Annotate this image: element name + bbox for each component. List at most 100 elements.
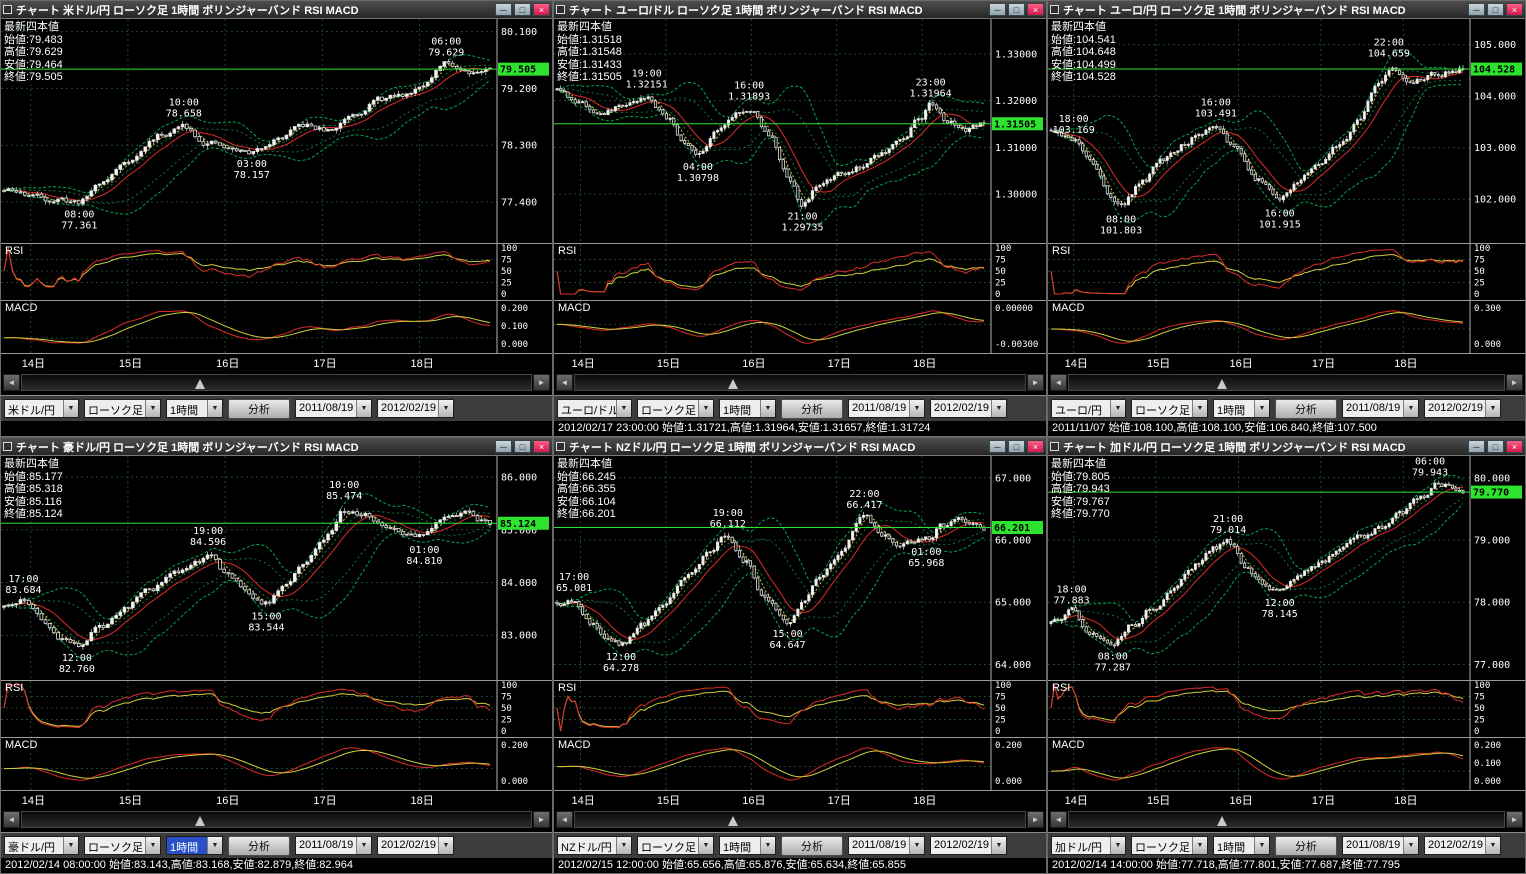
scrollbar-track[interactable] <box>574 374 1026 391</box>
scrollbar-track[interactable] <box>1068 374 1505 391</box>
interval-select[interactable]: 1時間 ▼ <box>1213 836 1270 855</box>
chart-scrollbar[interactable]: ◄ ► <box>1050 374 1523 391</box>
maximize-button[interactable]: □ <box>514 3 531 16</box>
analyze-button[interactable]: 分析 <box>228 398 290 419</box>
interval-select[interactable]: 1時間 ▼ <box>1213 399 1270 418</box>
scroll-left-button[interactable]: ◄ <box>556 374 573 391</box>
dropdown-arrow-icon[interactable]: ▼ <box>909 837 924 854</box>
window-titlebar[interactable]: チャート ユーロ/ドル ローソク足 1時間 ボリンジャーバンド RSI MACD… <box>554 1 1046 18</box>
dropdown-arrow-icon[interactable]: ▼ <box>63 400 78 417</box>
dropdown-arrow-icon[interactable]: ▼ <box>760 400 775 417</box>
dropdown-arrow-icon[interactable]: ▼ <box>145 400 160 417</box>
dropdown-arrow-icon[interactable]: ▼ <box>616 837 631 854</box>
window-titlebar[interactable]: チャート 加ドル/円 ローソク足 1時間 ボリンジャーバンド RSI MACD … <box>1048 438 1525 455</box>
date-from-select[interactable]: 2011/08/19 ▼ <box>848 399 925 418</box>
scrollbar-track[interactable] <box>21 811 532 828</box>
minimize-button[interactable]: ─ <box>989 3 1006 16</box>
window-titlebar[interactable]: チャート 米ドル/円 ローソク足 1時間 ボリンジャーバンド RSI MACD … <box>1 1 552 18</box>
dropdown-arrow-icon[interactable]: ▼ <box>145 837 160 854</box>
price-chart[interactable]: 67.000 66.000 65.000 64.000 66.201 17:00 65.08… <box>554 455 1046 680</box>
scrollbar-track[interactable] <box>21 374 532 391</box>
analyze-button[interactable]: 分析 <box>781 398 843 419</box>
minimize-button[interactable]: ─ <box>495 440 512 453</box>
price-chart[interactable]: 86.000 85.000 84.000 83.000 85.124 17:00 83.68… <box>1 455 552 680</box>
dropdown-arrow-icon[interactable]: ▼ <box>1192 400 1207 417</box>
scroll-right-button[interactable]: ► <box>1506 811 1523 828</box>
date-to-select[interactable]: 2012/02/19 ▼ <box>1424 399 1501 418</box>
maximize-button[interactable]: □ <box>1008 3 1025 16</box>
chart-type-select[interactable]: ローソク足 ▼ <box>84 399 161 418</box>
chart-type-select[interactable]: ローソク足 ▼ <box>1131 836 1208 855</box>
analyze-button[interactable]: 分析 <box>781 835 843 856</box>
close-button[interactable]: × <box>1506 440 1523 453</box>
pair-select[interactable]: NZドル/円 ▼ <box>557 836 632 855</box>
date-from-select[interactable]: 2011/08/19 ▼ <box>295 836 372 855</box>
pair-select[interactable]: ユーロ/円 ▼ <box>1051 399 1126 418</box>
dropdown-arrow-icon[interactable]: ▼ <box>63 837 78 854</box>
chart-type-select[interactable]: ローソク足 ▼ <box>637 836 714 855</box>
maximize-button[interactable]: □ <box>1008 440 1025 453</box>
dropdown-arrow-icon[interactable]: ▼ <box>1403 837 1418 854</box>
date-to-select[interactable]: 2012/02/19 ▼ <box>1424 836 1501 855</box>
date-to-select[interactable]: 2012/02/19 ▼ <box>930 836 1007 855</box>
scrollbar-thumb[interactable] <box>1216 379 1227 389</box>
close-button[interactable]: × <box>1027 3 1044 16</box>
scroll-right-button[interactable]: ► <box>1506 374 1523 391</box>
scroll-left-button[interactable]: ◄ <box>556 811 573 828</box>
dropdown-arrow-icon[interactable]: ▼ <box>698 400 713 417</box>
maximize-button[interactable]: □ <box>514 440 531 453</box>
date-from-select[interactable]: 2011/08/19 ▼ <box>1342 836 1419 855</box>
maximize-button[interactable]: □ <box>1487 440 1504 453</box>
dropdown-arrow-icon[interactable]: ▼ <box>207 400 222 417</box>
close-button[interactable]: × <box>1506 3 1523 16</box>
scrollbar-thumb[interactable] <box>728 816 738 826</box>
chart-type-select[interactable]: ローソク足 ▼ <box>84 836 161 855</box>
dropdown-arrow-icon[interactable]: ▼ <box>760 837 775 854</box>
scroll-right-button[interactable]: ► <box>533 811 550 828</box>
window-titlebar[interactable]: チャート ユーロ/円 ローソク足 1時間 ボリンジャーバンド RSI MACD … <box>1048 1 1525 18</box>
chart-scrollbar[interactable]: ◄ ► <box>3 374 550 391</box>
price-chart[interactable]: 80.100 79.200 78.300 77.400 79.505 08:00 77.36… <box>1 18 552 243</box>
dropdown-arrow-icon[interactable]: ▼ <box>1192 837 1207 854</box>
maximize-button[interactable]: □ <box>1487 3 1504 16</box>
interval-select[interactable]: 1時間 ▼ <box>719 399 776 418</box>
dropdown-arrow-icon[interactable]: ▼ <box>1254 400 1269 417</box>
scrollbar-thumb[interactable] <box>1216 816 1227 826</box>
window-titlebar[interactable]: チャート NZドル/円 ローソク足 1時間 ボリンジャーバンド RSI MACD… <box>554 438 1046 455</box>
chart-scrollbar[interactable]: ◄ ► <box>556 811 1044 828</box>
dropdown-arrow-icon[interactable]: ▼ <box>1110 837 1125 854</box>
price-chart[interactable]: 105.000 104.000 103.000 102.000 104.528 18:00… <box>1048 18 1525 243</box>
scroll-left-button[interactable]: ◄ <box>1050 374 1067 391</box>
dropdown-arrow-icon[interactable]: ▼ <box>207 837 222 854</box>
close-button[interactable]: × <box>1027 440 1044 453</box>
dropdown-arrow-icon[interactable]: ▼ <box>1403 400 1418 417</box>
dropdown-arrow-icon[interactable]: ▼ <box>1254 837 1269 854</box>
dropdown-arrow-icon[interactable]: ▼ <box>616 400 631 417</box>
analyze-button[interactable]: 分析 <box>1275 398 1337 419</box>
close-button[interactable]: × <box>533 3 550 16</box>
date-to-select[interactable]: 2012/02/19 ▼ <box>377 836 454 855</box>
minimize-button[interactable]: ─ <box>989 440 1006 453</box>
scroll-right-button[interactable]: ► <box>1027 374 1044 391</box>
scrollbar-track[interactable] <box>1068 811 1505 828</box>
pair-select[interactable]: 加ドル/円 ▼ <box>1051 836 1126 855</box>
dropdown-arrow-icon[interactable]: ▼ <box>356 400 371 417</box>
date-from-select[interactable]: 2011/08/19 ▼ <box>1342 399 1419 418</box>
interval-select[interactable]: 1時間 ▼ <box>166 399 223 418</box>
pair-select[interactable]: ユーロ/ドル ▼ <box>557 399 632 418</box>
price-chart[interactable]: 80.000 79.000 78.000 77.000 79.770 18:00 77.88… <box>1048 455 1525 680</box>
close-button[interactable]: × <box>533 440 550 453</box>
chart-scrollbar[interactable]: ◄ ► <box>3 811 550 828</box>
scroll-left-button[interactable]: ◄ <box>3 811 20 828</box>
dropdown-arrow-icon[interactable]: ▼ <box>1485 837 1500 854</box>
dropdown-arrow-icon[interactable]: ▼ <box>1485 400 1500 417</box>
interval-select[interactable]: 1時間 ▼ <box>719 836 776 855</box>
minimize-button[interactable]: ─ <box>495 3 512 16</box>
date-from-select[interactable]: 2011/08/19 ▼ <box>848 836 925 855</box>
dropdown-arrow-icon[interactable]: ▼ <box>991 837 1006 854</box>
dropdown-arrow-icon[interactable]: ▼ <box>438 837 453 854</box>
dropdown-arrow-icon[interactable]: ▼ <box>991 400 1006 417</box>
scrollbar-thumb[interactable] <box>728 379 738 389</box>
scroll-left-button[interactable]: ◄ <box>1050 811 1067 828</box>
dropdown-arrow-icon[interactable]: ▼ <box>356 837 371 854</box>
